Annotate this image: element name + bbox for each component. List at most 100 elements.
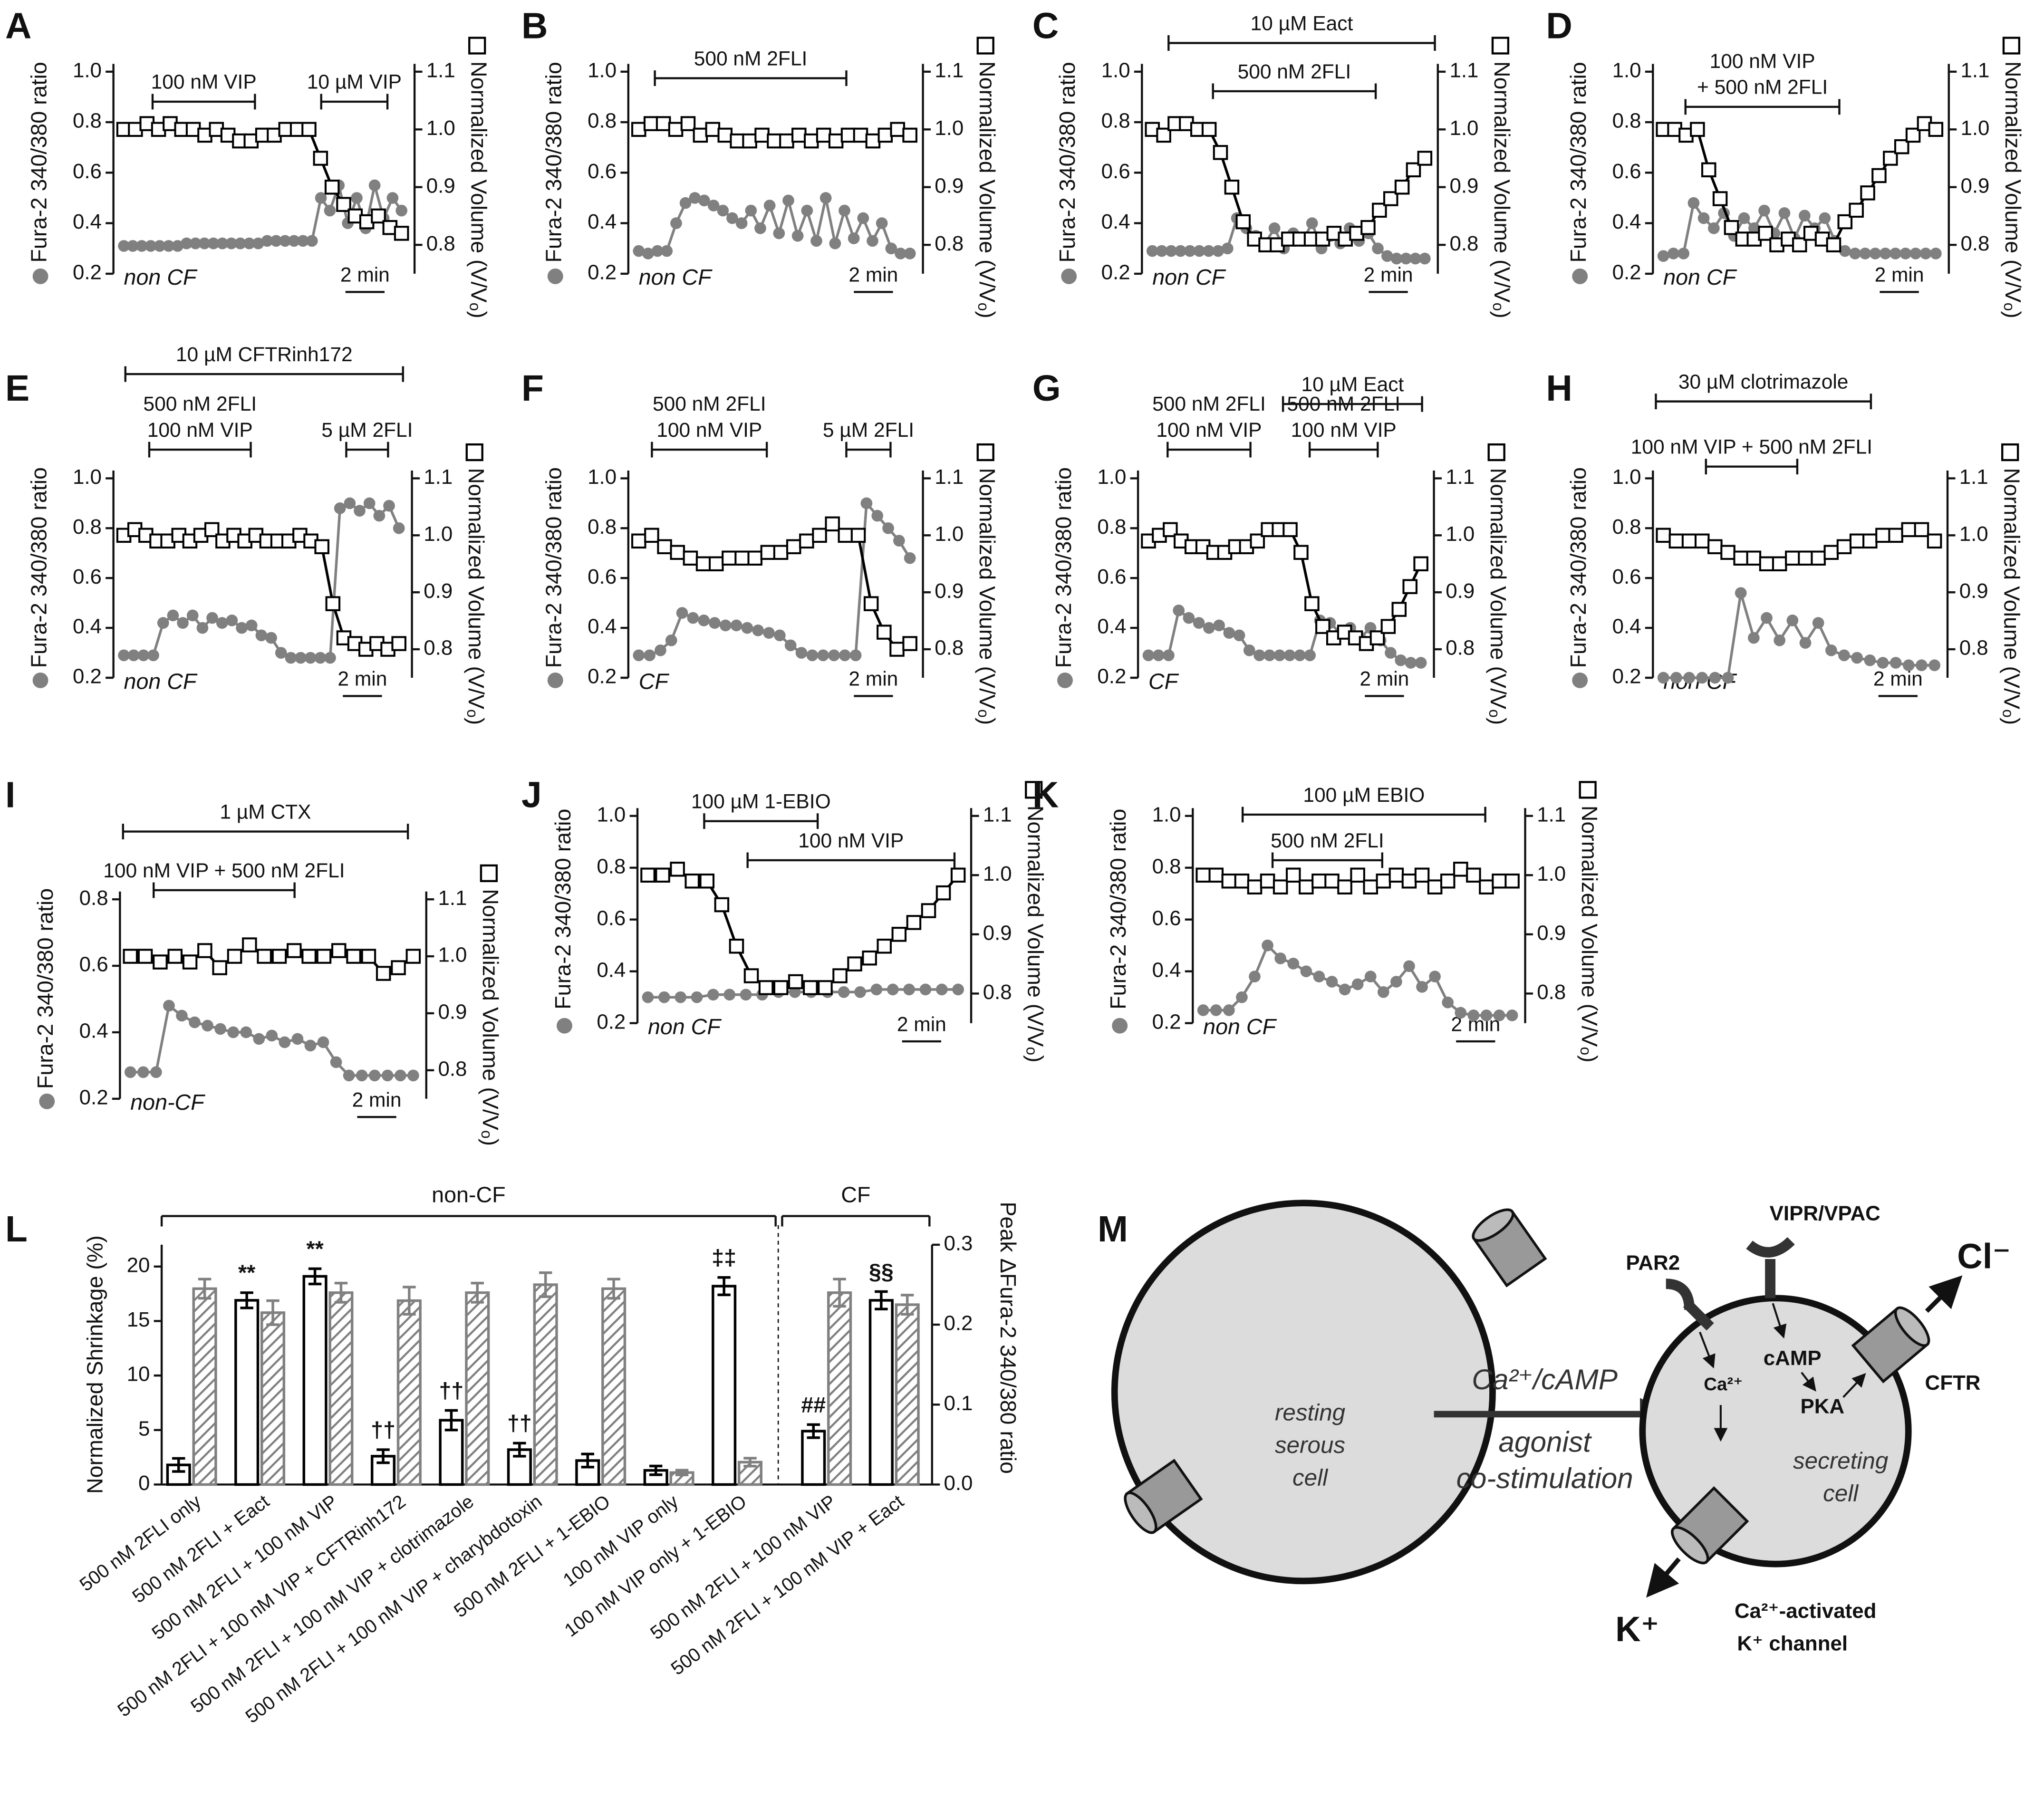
calcium-point: [1221, 242, 1234, 255]
volume-point: [862, 950, 877, 966]
volume-point: [847, 956, 862, 971]
volume-point: [227, 949, 242, 964]
y2-tick-label: 0.8: [1959, 636, 1988, 660]
annotation: 100 µM EBIO: [1303, 784, 1425, 807]
bar: [260, 1311, 286, 1486]
y2-axis-label: Normalized Volume (V/Vₒ): [1486, 468, 1511, 725]
y-tick-label: 0.4: [79, 1019, 108, 1042]
significance: **: [238, 1260, 256, 1285]
receptor-label: PAR2: [1626, 1251, 1680, 1275]
series-line: [1151, 122, 1426, 246]
volume-point: [1260, 873, 1275, 889]
calcium-point: [266, 1029, 278, 1042]
calcium-point: [893, 535, 905, 547]
channel-label: Ca²⁺-activated: [1735, 1599, 1877, 1623]
calcium-point: [752, 625, 764, 636]
volume-point: [1221, 873, 1237, 889]
y2-tick-label: 1.0: [935, 116, 964, 140]
volume-point: [1888, 528, 1903, 543]
y-axis-label: Fura-2 340/380 ratio: [541, 467, 566, 668]
volume-point: [754, 127, 770, 143]
y-tick-label: 0.6: [1097, 565, 1126, 588]
volume-point: [640, 867, 656, 883]
calcium-point: [1869, 248, 1881, 260]
calcium-point: [1193, 617, 1205, 629]
calcium-point: [857, 212, 869, 224]
calcium-point: [1493, 1010, 1505, 1021]
volume-point: [1681, 533, 1697, 549]
volume-point: [1414, 867, 1430, 883]
y-tick-label: 10: [127, 1363, 150, 1386]
volume-point: [902, 127, 917, 143]
calcium-point: [1372, 242, 1384, 255]
calcium-point: [181, 237, 193, 250]
volume-point: [693, 127, 708, 143]
calcium-point: [829, 237, 841, 250]
calcium-point: [691, 991, 703, 1003]
volume-point: [758, 980, 774, 995]
calcium-point: [354, 505, 366, 517]
y-tick-label: 1.0: [1101, 58, 1130, 82]
y-axis-label: Fura-2 340/380 ratio: [1106, 809, 1130, 1010]
calcium-point: [157, 617, 169, 629]
volume-point: [1720, 545, 1735, 560]
volume-point: [730, 133, 745, 149]
calcium-point: [952, 983, 964, 996]
panel-label: C: [1032, 6, 1059, 47]
calcium-point: [198, 237, 211, 250]
annotation: 500 nM 2FLI: [1238, 61, 1351, 83]
calcium-point: [1268, 222, 1281, 234]
y2-tick-label: 0.9: [935, 579, 964, 603]
annotation: 100 µM 1-EBIO: [691, 790, 831, 813]
calcium-point: [253, 1033, 265, 1045]
annotation: 500 nM 2FLI: [1152, 393, 1266, 415]
significance: ‡‡: [712, 1245, 736, 1270]
condition-label: non CF: [124, 669, 198, 693]
volume-point: [825, 516, 840, 532]
calcium-point: [363, 497, 376, 510]
volume-point: [1668, 533, 1684, 549]
calcium-point: [810, 235, 822, 247]
calcium-point: [904, 248, 916, 260]
annotation: 100 nM VIP + 500 nM 2FLI: [103, 860, 345, 882]
panel: D 0.2 0.4 0.6 0.8 1.0 0.8 0.9 1.0 1.1 Fura-2 340/3…: [1546, 6, 2025, 318]
volume-point: [257, 949, 272, 964]
y2-tick-label: 0.1: [944, 1392, 973, 1415]
calcium-point: [642, 248, 654, 260]
volume-point: [1504, 873, 1520, 889]
legend-marker: [1579, 781, 1597, 799]
calcium-point: [717, 204, 729, 217]
condition-label: non CF: [648, 1014, 722, 1039]
y2-tick-label: 0.8: [1446, 636, 1475, 660]
volume-point: [850, 528, 866, 543]
volume-point: [1701, 162, 1716, 178]
bar: [601, 1287, 627, 1486]
calcium-point: [393, 522, 405, 534]
calcium-point: [935, 983, 948, 996]
volume-point: [1453, 862, 1468, 877]
calcium-point: [839, 649, 851, 662]
calcium-point: [1708, 222, 1720, 234]
calcium-point: [1405, 657, 1417, 669]
volume-point: [657, 539, 672, 555]
panel-label: H: [1546, 368, 1572, 409]
calcium-point: [163, 1000, 175, 1012]
calcium-point: [763, 627, 775, 639]
calcium-point: [903, 983, 915, 996]
y2-axis-label: Normalized Volume (V/Vₒ): [1490, 61, 1514, 318]
channel: [1124, 1459, 1203, 1534]
y2-tick-label: 1.0: [983, 862, 1012, 885]
annotation: 10 µM Eact: [1301, 374, 1404, 396]
calcium-point: [1774, 634, 1786, 646]
calcium-point: [1183, 612, 1195, 624]
calcium-point: [196, 622, 209, 634]
y-tick-label: 0.2: [1101, 260, 1130, 284]
calcium-point: [1326, 976, 1338, 988]
calcium-point: [1735, 587, 1747, 599]
calcium-point: [848, 232, 860, 244]
volume-point: [1849, 202, 1864, 218]
y2-tick-label: 1.0: [1959, 522, 1988, 546]
chloride-arrow: [1925, 1275, 1963, 1313]
calcium-point: [1928, 659, 1940, 672]
volume-point: [394, 226, 409, 241]
